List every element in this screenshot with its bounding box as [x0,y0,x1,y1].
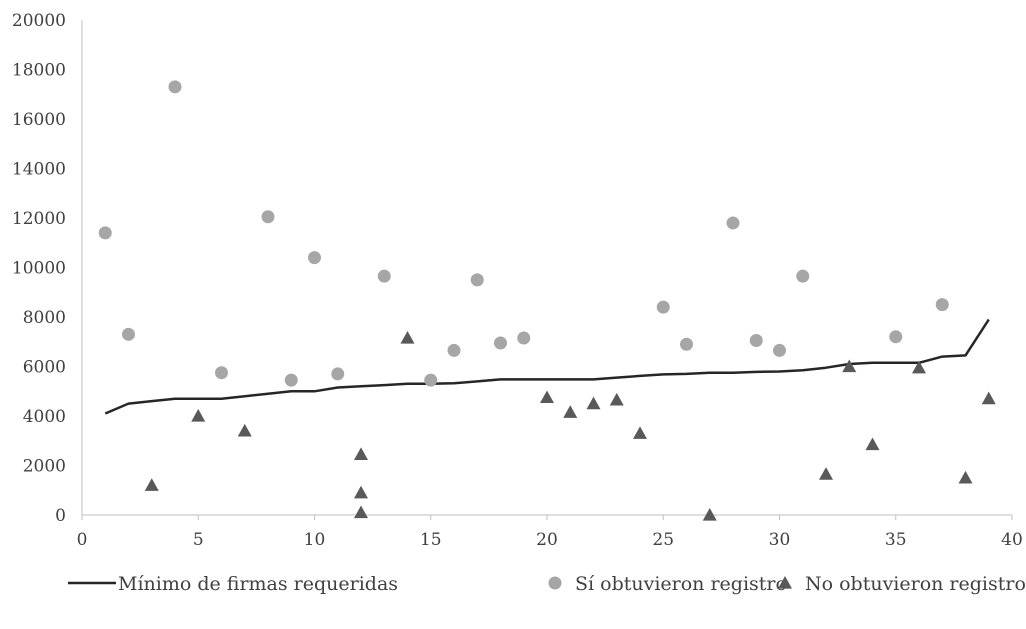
not-registered-point [819,467,833,480]
x-tick-label: 15 [420,530,442,550]
not-registered-point [912,360,926,374]
not-registered-point [633,426,647,439]
y-tick-label: 12000 [12,209,66,229]
registered-point [656,300,670,314]
not-registered-point [540,390,554,404]
x-tick-label: 20 [536,530,558,550]
y-tick-label: 16000 [12,110,66,130]
not-registered-point [842,359,857,373]
not-registered-point [354,447,368,460]
not-registered-point [237,423,252,437]
not-registered-point [144,478,159,491]
registered-point [447,343,461,357]
not-registered-point [586,396,601,410]
not-registered-point [958,470,973,484]
registered-point [749,334,763,348]
y-tick-label: 20000 [12,11,66,31]
legend-label-registered: Sí obtuvieron registro [575,573,787,595]
registered-point [935,298,949,312]
minimum-signatures-line [104,318,990,415]
registered-point [470,273,484,287]
registered-point [284,373,298,387]
x-tick-label: 5 [193,530,204,550]
y-tick-label: 0 [55,506,66,526]
registered-point [122,327,135,341]
x-axis-ticks: 0 5 10 15 20 25 30 35 40 [77,515,1023,550]
registered-point [168,80,182,94]
registered-point [889,330,903,344]
not-registered-point [609,392,624,406]
legend-label-not-registered: No obtuvieron registro [805,573,1026,595]
registered-point [424,373,438,387]
x-tick-label: 25 [652,530,674,550]
legend-circle-swatch [548,576,562,590]
registered-point [494,336,507,350]
registered-point [377,269,391,283]
not-registered-point [563,405,578,418]
y-tick-label: 2000 [23,457,66,477]
y-tick-label: 8000 [23,308,66,328]
not-registered-point [354,505,368,519]
y-tick-label: 6000 [23,358,66,378]
registered-point [680,337,693,351]
x-tick-label: 35 [885,530,907,550]
x-tick-label: 30 [769,530,791,550]
legend-triangle-swatch [778,576,792,589]
not-registered-point [865,437,880,451]
legend: Mínimo de firmas requeridas Sí obtuvieron… [68,573,1026,595]
registered-point [726,216,740,230]
registered-point [796,269,810,283]
registered-point [308,251,321,265]
y-tick-label: 10000 [12,259,66,279]
not-registered-point [702,508,717,521]
not-registered-point [354,485,368,499]
y-tick-label: 4000 [23,407,66,427]
y-axis-ticks: 0 2000 4000 6000 8000 10000 12000 14000 16000 180… [12,11,66,526]
registered-point [261,210,275,224]
plot-area [98,80,996,521]
x-tick-label: 40 [1001,530,1023,550]
registered-point [98,226,112,240]
not-registered-point [981,391,996,405]
registered-point [773,343,786,357]
registered-point [331,367,345,381]
x-tick-label: 10 [304,530,326,550]
registered-point [215,366,228,380]
legend-label-minimum: Mínimo de firmas requeridas [118,573,398,595]
registered-point [517,331,531,345]
not-registered-point [400,331,415,344]
x-tick-label: 0 [77,530,88,550]
not-registered-point [191,409,206,422]
y-tick-label: 14000 [12,160,66,180]
y-tick-label: 18000 [12,61,66,81]
